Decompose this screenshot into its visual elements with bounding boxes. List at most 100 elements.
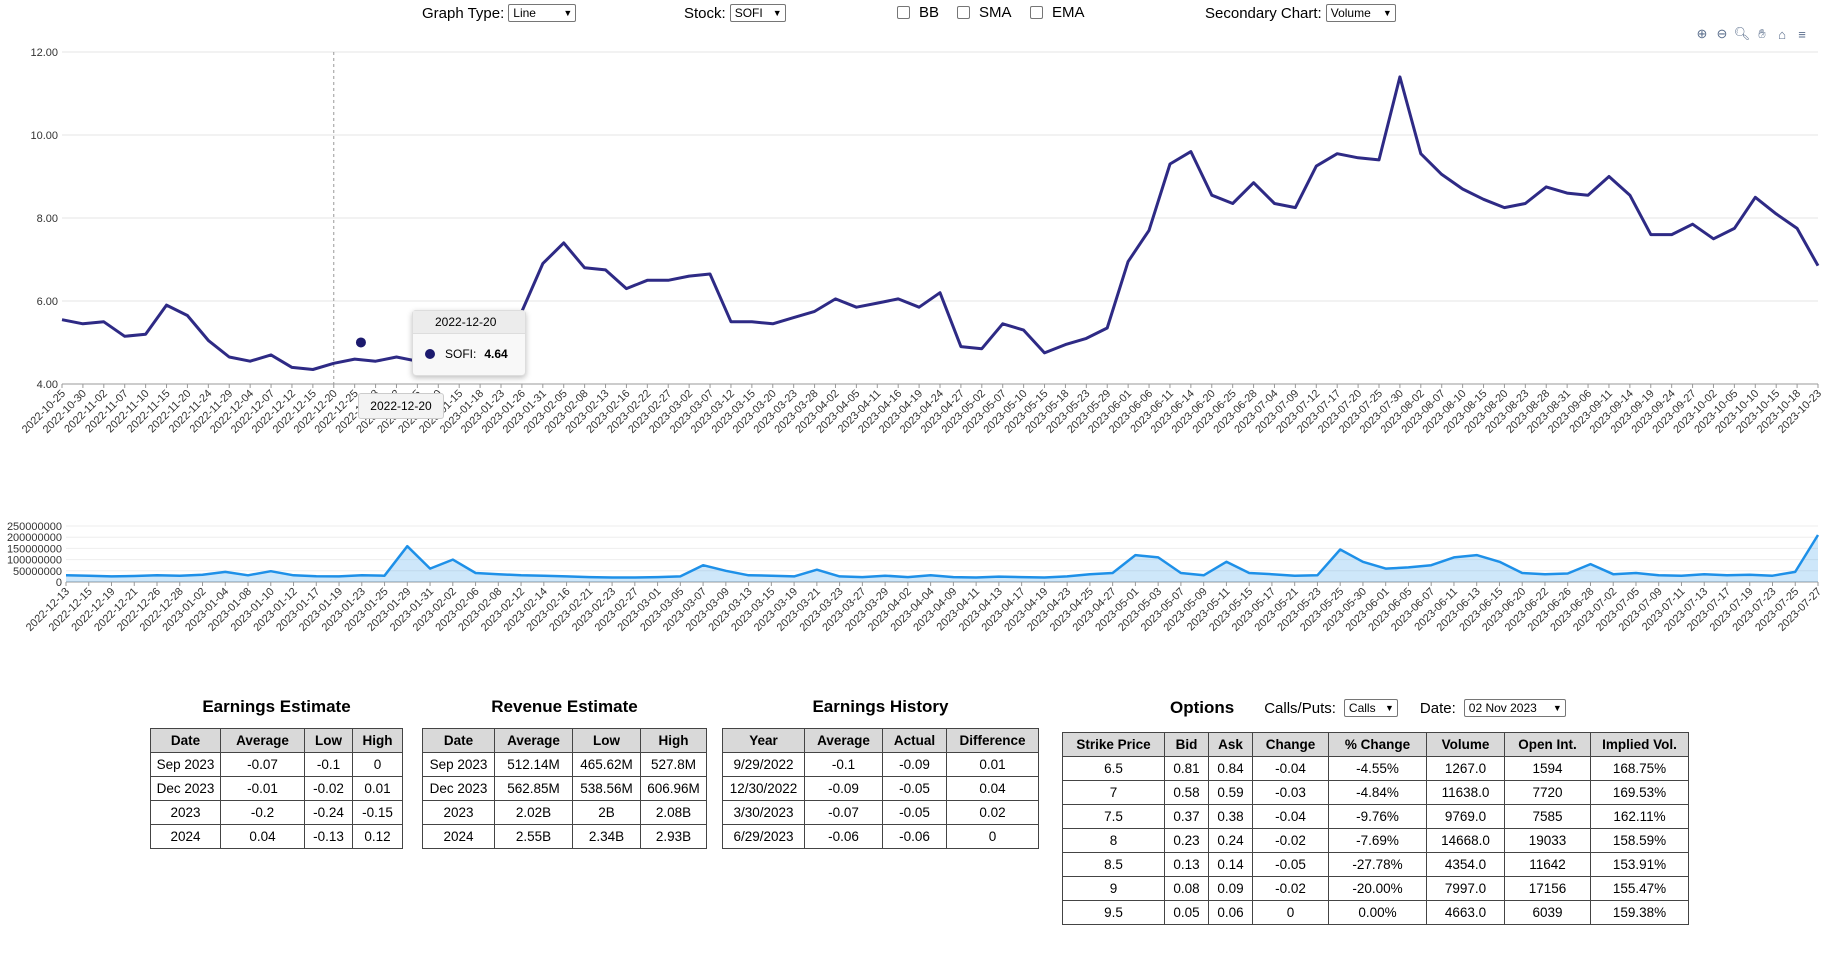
x-axis-hover-label: 2022-12-20 — [358, 393, 444, 419]
chevron-down-icon: ▼ — [563, 8, 573, 18]
table-row: 2024 2.55B 2.34B 2.93B — [422, 824, 707, 849]
table-cell: 19033 — [1504, 828, 1591, 853]
stock-select[interactable]: SOFI ▼ — [729, 4, 786, 22]
table-cell: -27.78% — [1328, 852, 1427, 877]
graph-type-control: Graph Type: Line ▼ — [422, 4, 577, 22]
table-cell: 0.24 — [1208, 828, 1253, 853]
volume-chart-grid — [66, 525, 1818, 583]
table-header: Average — [494, 728, 573, 753]
table-cell: -0.02 — [1252, 876, 1329, 901]
table-cell: 7720 — [1504, 780, 1591, 805]
options-date-select[interactable]: 02 Nov 2023 ▼ — [1463, 699, 1566, 717]
graph-type-value: Line — [513, 6, 536, 20]
table-cell: 2.08B — [640, 800, 707, 825]
table-header: Open Int. — [1504, 732, 1591, 757]
magnifier-icon[interactable]: 🔍︎ — [1733, 26, 1751, 41]
menu-icon[interactable]: ≡ — [1798, 26, 1806, 42]
options-date-value: 02 Nov 2023 — [1468, 701, 1537, 715]
bb-toggle[interactable]: BB — [897, 4, 939, 21]
table-cell: 12/30/2022 — [722, 776, 805, 801]
table-cell: -0.15 — [352, 800, 403, 825]
sma-checkbox[interactable] — [957, 6, 970, 19]
table-cell: 2.93B — [640, 824, 707, 849]
table-cell: -0.07 — [220, 752, 305, 777]
table-header: Actual — [882, 728, 947, 753]
chevron-down-icon: ▼ — [1385, 703, 1394, 713]
ema-toggle[interactable]: EMA — [1030, 4, 1085, 21]
table-cell: -0.03 — [1252, 780, 1329, 805]
table-cell: 0 — [1252, 900, 1329, 925]
zoom-in-icon[interactable]: ⊕ — [1696, 26, 1708, 41]
table-cell: -0.07 — [804, 800, 883, 825]
chart-controls: Graph Type: Line ▼ Stock: SOFI ▼ BB SMA … — [0, 0, 1826, 30]
graph-type-select[interactable]: Line ▼ — [508, 4, 577, 22]
table-cell: 1594 — [1504, 756, 1591, 781]
table-cell: -0.05 — [882, 776, 947, 801]
table-row: Sep 2023 512.14M 465.62M 527.8M — [422, 752, 707, 777]
secondary-chart-select[interactable]: Volume ▼ — [1325, 4, 1396, 22]
sma-toggle[interactable]: SMA — [957, 4, 1012, 21]
table-cell: 0.81 — [1164, 756, 1209, 781]
table-cell: 0.84 — [1208, 756, 1253, 781]
table-cell: 3/30/2023 — [722, 800, 805, 825]
table-cell: 538.56M — [572, 776, 641, 801]
table-cell: 2023 — [150, 800, 221, 825]
y-tick-label: 8.00 — [37, 213, 58, 225]
table-row: 8.5 0.13 0.14 -0.05 -27.78% 4354.0 11642 153.91… — [1062, 852, 1689, 877]
table-row: 12/30/2022 -0.09 -0.05 0.04 — [722, 776, 1039, 801]
table-cell: 168.75% — [1590, 756, 1689, 781]
table-cell: -0.06 — [882, 824, 947, 849]
table-cell: 6039 — [1504, 900, 1591, 925]
table-cell: 0.09 — [1208, 876, 1253, 901]
table-cell: 0.04 — [220, 824, 305, 849]
table-cell: -0.24 — [304, 800, 353, 825]
table-cell: -0.02 — [304, 776, 353, 801]
table-cell: 162.11% — [1590, 804, 1689, 829]
home-icon[interactable]: ⌂ — [1778, 26, 1786, 42]
table-cell: 11642 — [1504, 852, 1591, 877]
table-cell: 2.02B — [494, 800, 573, 825]
y-tick-label: 0 — [56, 577, 62, 589]
table-row: 2023 2.02B 2B 2.08B — [422, 800, 707, 825]
bb-checkbox[interactable] — [897, 6, 910, 19]
table-cell: 512.14M — [494, 752, 573, 777]
table-row: Sep 2023 -0.07 -0.1 0 — [150, 752, 403, 777]
volume-chart-x-axis: 2022-12-132022-12-152022-12-192022-12-21… — [24, 582, 1824, 634]
table-cell: 0 — [352, 752, 403, 777]
ema-checkbox[interactable] — [1030, 6, 1043, 19]
earnings-estimate-table: Date Average Low High Sep 2023 -0.07 -0.1 0… — [150, 728, 403, 849]
chart-tooltip: 2022-12-20 SOFI: 4.64 — [412, 310, 526, 376]
volume-chart[interactable]: 2500000002000000001500000001000000005000… — [0, 510, 1826, 640]
table-cell: -4.55% — [1328, 756, 1427, 781]
table-cell: 0.12 — [352, 824, 403, 849]
table-cell: 17156 — [1504, 876, 1591, 901]
table-cell: 0.38 — [1208, 804, 1253, 829]
y-tick-label: 10.00 — [30, 130, 58, 142]
table-header: Low — [304, 728, 353, 753]
pan-hand-icon[interactable]: ✋︎ — [1758, 26, 1766, 41]
y-tick-label: 250000000 — [7, 521, 62, 533]
table-cell: 169.53% — [1590, 780, 1689, 805]
calls-puts-select[interactable]: Calls ▼ — [1343, 699, 1398, 717]
zoom-out-icon[interactable]: ⊖ — [1716, 26, 1728, 41]
earnings-estimate-panel: Earnings Estimate Date Average Low High … — [150, 696, 403, 849]
volume-line — [65, 534, 1820, 579]
table-row: 8 0.23 0.24 -0.02 -7.69% 14668.0 19033 158.59% — [1062, 828, 1689, 853]
table-cell: 2.34B — [572, 824, 641, 849]
chart-toolbar: ⊕ ⊖ 🔍︎ ✋︎ ⌂ ≡ — [1694, 26, 1810, 42]
calls-puts-value: Calls — [1348, 701, 1376, 715]
table-cell: 1267.0 — [1426, 756, 1505, 781]
table-cell: 4354.0 — [1426, 852, 1505, 877]
table-cell: -0.2 — [220, 800, 305, 825]
revenue-estimate-title: Revenue Estimate — [491, 697, 638, 716]
table-header: Average — [220, 728, 305, 753]
price-chart[interactable]: 12.00 10.00 8.00 6.00 4.00 2022-10-252022-10… — [0, 40, 1826, 510]
stock-value: SOFI — [734, 6, 763, 20]
table-cell: -0.09 — [804, 776, 883, 801]
series-dot-icon — [425, 349, 435, 359]
sma-label: SMA — [979, 4, 1012, 21]
table-cell: 8 — [1062, 828, 1165, 853]
earnings-history-panel: Earnings History Year Average Actual Dif… — [722, 696, 1039, 849]
stock-label: Stock: — [684, 4, 726, 22]
table-cell: 0.14 — [1208, 852, 1253, 877]
